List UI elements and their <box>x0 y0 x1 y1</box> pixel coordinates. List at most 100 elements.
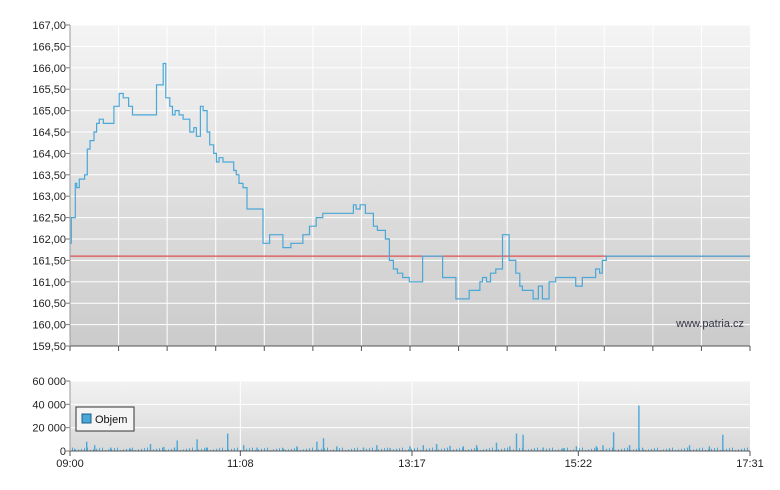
volume-baseline-tick <box>531 448 532 451</box>
volume-bar <box>376 445 378 451</box>
volume-baseline-tick <box>579 448 580 451</box>
x-tick-label: 11:08 <box>227 458 254 470</box>
price-y-axis-ticks: 167,00 166,50 166,00 165,50 165,00 164,50 164,… <box>32 20 70 353</box>
volume-baseline-tick <box>534 448 535 451</box>
volume-baseline-tick <box>324 448 325 451</box>
volume-baseline-tick <box>594 448 595 451</box>
volume-bar <box>602 445 604 451</box>
volume-baseline-tick <box>597 447 598 451</box>
legend-label: Objem <box>95 414 127 426</box>
volume-baseline-tick <box>402 447 403 451</box>
volume-baseline-tick <box>99 448 100 451</box>
volume-baseline-tick <box>609 448 610 451</box>
volume-baseline-tick <box>237 447 238 451</box>
volume-baseline-tick <box>684 448 685 451</box>
volume-baseline-tick <box>129 448 130 451</box>
volume-bar <box>435 444 438 451</box>
volume-baseline-tick <box>216 448 217 451</box>
volume-baseline-tick <box>657 447 658 451</box>
volume-bar <box>316 441 318 451</box>
volume-y-axis-ticks: 60 000 40 000 20 000 0 <box>32 376 70 458</box>
volume-baseline-tick <box>489 448 490 451</box>
volume-bar <box>575 446 578 451</box>
volume-baseline-tick <box>441 448 442 451</box>
volume-baseline-tick <box>102 447 103 451</box>
volume-baseline-tick <box>483 449 484 451</box>
volume-baseline-tick <box>648 449 649 451</box>
volume-baseline-tick <box>378 449 379 451</box>
price-y-tick-label: 161,00 <box>32 277 66 289</box>
watermark: www.patria.cz <box>675 318 744 330</box>
volume-baseline-tick <box>399 448 400 451</box>
volume-baseline-tick <box>186 448 187 451</box>
volume-baseline-tick <box>573 449 574 451</box>
volume-bar <box>149 444 152 451</box>
volume-baseline-tick <box>612 447 613 451</box>
volume-baseline-tick <box>342 447 343 451</box>
volume-bar <box>362 447 365 451</box>
price-x-axis-ticks <box>69 346 751 351</box>
price-y-tick-label: 164,50 <box>32 127 66 139</box>
volume-baseline-tick <box>213 449 214 451</box>
price-y-tick-label: 166,50 <box>32 41 66 53</box>
volume-bar <box>243 445 245 451</box>
volume-baseline-tick <box>279 448 280 451</box>
volume-bar <box>86 441 88 451</box>
volume-baseline-tick <box>321 448 322 451</box>
volume-baseline-tick <box>621 448 622 451</box>
volume-baseline-tick <box>387 447 388 451</box>
volume-bar <box>722 434 724 451</box>
volume-baseline-tick <box>348 449 349 451</box>
volume-baseline-tick <box>123 449 124 451</box>
volume-bar <box>282 448 285 451</box>
volume-baseline-tick <box>552 447 553 451</box>
price-y-tick-label: 165,50 <box>32 84 66 96</box>
volume-baseline-tick <box>618 449 619 451</box>
volume-baseline-tick <box>606 448 607 451</box>
volume-baseline-tick <box>294 448 295 451</box>
volume-baseline-tick <box>282 447 283 451</box>
volume-baseline-tick <box>486 448 487 451</box>
volume-baseline-tick <box>426 448 427 451</box>
volume-bar <box>562 448 564 451</box>
volume-baseline-tick <box>462 447 463 451</box>
volume-baseline-tick <box>207 447 208 451</box>
volume-y-tick-label: 0 <box>60 446 66 458</box>
volume-baseline-tick <box>147 447 148 451</box>
volume-baseline-tick <box>744 448 745 451</box>
volume-x-axis-ticks: 09:00 11:08 13:17 15:22 17:31 <box>56 451 764 470</box>
volume-bar <box>638 405 640 451</box>
volume-bar <box>173 447 176 451</box>
volume-baseline-tick <box>468 449 469 451</box>
volume-baseline-tick <box>678 449 679 451</box>
volume-baseline-tick <box>711 448 712 451</box>
volume-baseline-tick <box>333 449 334 451</box>
volume-baseline-tick <box>654 448 655 451</box>
price-y-tick-label: 162,50 <box>32 213 66 225</box>
volume-baseline-tick <box>741 448 742 451</box>
volume-bar <box>322 438 325 451</box>
price-y-tick-label: 160,00 <box>32 320 66 332</box>
volume-bar <box>542 447 544 451</box>
price-y-tick-label: 163,50 <box>32 170 66 182</box>
volume-baseline-tick <box>372 447 373 451</box>
volume-baseline-tick <box>627 447 628 451</box>
volume-bar <box>628 445 631 451</box>
volume-bar <box>336 446 338 451</box>
volume-baseline-tick <box>78 449 79 451</box>
volume-baseline-tick <box>204 448 205 451</box>
volume-baseline-tick <box>447 447 448 451</box>
volume-baseline-tick <box>93 449 94 451</box>
volume-baseline-tick <box>231 448 232 451</box>
volume-baseline-tick <box>498 449 499 451</box>
volume-bar <box>94 445 96 451</box>
volume-baseline-tick <box>561 448 562 451</box>
volume-baseline-tick <box>162 447 163 451</box>
volume-baseline-tick <box>702 447 703 451</box>
volume-baseline-tick <box>507 447 508 451</box>
volume-baseline-tick <box>267 447 268 451</box>
volume-baseline-tick <box>132 447 133 451</box>
volume-baseline-tick <box>312 447 313 451</box>
volume-baseline-tick <box>732 447 733 451</box>
